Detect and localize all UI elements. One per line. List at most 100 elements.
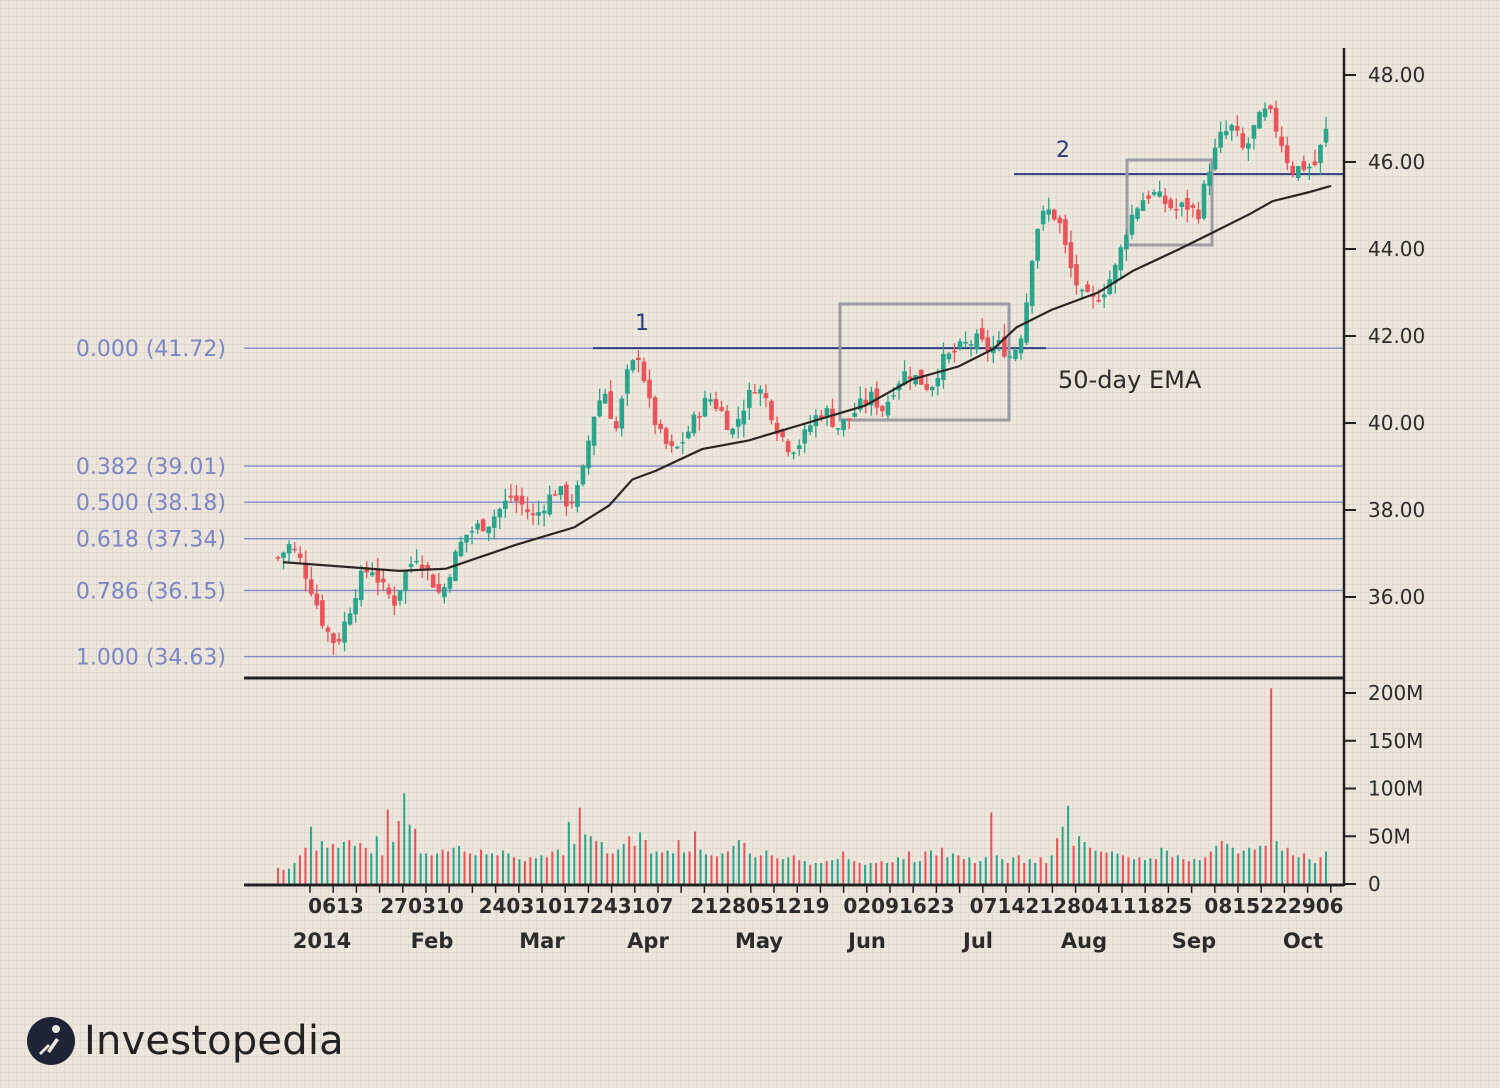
volume-bar bbox=[633, 845, 636, 884]
candle-body bbox=[536, 512, 541, 516]
volume-bar bbox=[990, 812, 993, 884]
volume-bar bbox=[694, 831, 697, 884]
candle-body bbox=[442, 587, 447, 598]
volume-bar bbox=[814, 862, 817, 884]
candle-body bbox=[641, 361, 647, 382]
candle-body bbox=[769, 400, 774, 421]
volume-bar bbox=[309, 826, 312, 884]
volume-bar bbox=[787, 857, 790, 884]
candle-body bbox=[408, 564, 414, 567]
candle-body bbox=[303, 562, 309, 579]
price-tick-label: 38.00 bbox=[1368, 498, 1425, 522]
candle-body bbox=[1140, 200, 1146, 211]
volume-bar bbox=[1193, 859, 1196, 884]
candle-body bbox=[1146, 195, 1151, 199]
volume-bar bbox=[337, 847, 340, 884]
volume-bar bbox=[496, 855, 499, 884]
month-label: 2014 bbox=[293, 929, 351, 953]
candle-body bbox=[963, 341, 968, 344]
volume-bar bbox=[304, 847, 307, 884]
candle-body bbox=[658, 423, 663, 430]
volume-bar bbox=[1138, 857, 1141, 884]
candle-body bbox=[691, 414, 697, 434]
candle-body bbox=[1190, 205, 1196, 208]
fib-label: 0.500 (38.18) bbox=[76, 491, 226, 516]
volume-bar bbox=[935, 855, 938, 884]
candle-body bbox=[1013, 349, 1018, 360]
candle-body bbox=[1002, 336, 1007, 357]
candle-body bbox=[802, 429, 808, 444]
volume-bar bbox=[359, 842, 362, 884]
volume-bar bbox=[995, 855, 998, 884]
volume-bar bbox=[765, 850, 768, 884]
volume-bar bbox=[463, 851, 466, 884]
volume-bar bbox=[1303, 853, 1306, 884]
candle-body bbox=[952, 350, 957, 353]
volume-bar bbox=[1297, 857, 1300, 884]
volume-bar bbox=[480, 849, 483, 884]
volume-axis: 200M 150M 100M 50M 0 bbox=[1344, 681, 1423, 896]
candle-body bbox=[369, 572, 375, 576]
candle-body bbox=[985, 337, 991, 351]
candle-body bbox=[1257, 111, 1262, 129]
volume-bar bbox=[1264, 845, 1267, 884]
volume-bar bbox=[1017, 855, 1020, 884]
volume-bar bbox=[315, 850, 318, 884]
candle-body bbox=[780, 429, 785, 438]
volume-bar bbox=[962, 859, 965, 884]
month-label: Apr bbox=[627, 929, 669, 953]
volume-tick-label: 0 bbox=[1368, 872, 1381, 896]
candle-body bbox=[564, 484, 569, 507]
volume-bar bbox=[1242, 850, 1245, 884]
candle-body bbox=[796, 445, 802, 450]
volume-bar bbox=[600, 841, 603, 884]
candle-body bbox=[719, 407, 724, 411]
candle-body bbox=[763, 393, 769, 399]
candle-body bbox=[841, 418, 846, 431]
date-label: 0613 bbox=[308, 894, 364, 918]
candle-body bbox=[1179, 202, 1185, 207]
candle-body bbox=[1168, 199, 1174, 209]
volume-bar bbox=[1143, 860, 1146, 884]
volume-bar bbox=[858, 862, 861, 884]
candle-body bbox=[907, 376, 913, 379]
candle-body bbox=[386, 587, 392, 595]
candle-body bbox=[808, 425, 813, 432]
candle-body bbox=[613, 421, 619, 429]
volume-bar bbox=[1253, 849, 1256, 884]
volume-bar bbox=[1248, 847, 1251, 884]
candle-body bbox=[430, 574, 436, 588]
volume-tick-label: 150M bbox=[1368, 729, 1423, 753]
candle-body bbox=[686, 431, 691, 439]
volume-bar bbox=[1089, 847, 1092, 884]
volume-bar bbox=[540, 855, 543, 884]
volume-bar bbox=[688, 851, 691, 884]
candle-body bbox=[979, 328, 985, 340]
volume-tick-label: 200M bbox=[1368, 681, 1423, 705]
volume-bar bbox=[507, 853, 510, 884]
volume-bar bbox=[474, 855, 477, 884]
volume-bar bbox=[298, 855, 301, 884]
volume-bar bbox=[902, 859, 905, 884]
volume-bar bbox=[677, 840, 680, 884]
candle-body bbox=[730, 428, 735, 435]
candle-body bbox=[1234, 125, 1240, 131]
candle-body bbox=[414, 560, 419, 563]
volume-bar bbox=[469, 853, 472, 884]
candle-body bbox=[519, 495, 525, 505]
candle-body bbox=[1074, 264, 1079, 286]
volume-bar bbox=[732, 845, 735, 884]
volume-bar bbox=[375, 836, 378, 884]
candle-body bbox=[869, 391, 874, 406]
candle-body bbox=[569, 501, 575, 504]
candle-body bbox=[625, 369, 630, 394]
volume-bar bbox=[425, 853, 428, 884]
fibonacci-labels: 0.000 (41.72) 0.382 (39.01) 0.500 (38.18) 0… bbox=[76, 337, 226, 670]
candle-body bbox=[403, 571, 408, 592]
volume-bar bbox=[1275, 841, 1278, 884]
candle-body bbox=[857, 398, 863, 410]
volume-bar bbox=[946, 857, 949, 884]
candle-body bbox=[397, 590, 403, 601]
candle-body bbox=[447, 577, 453, 589]
volume-bar bbox=[710, 855, 713, 884]
